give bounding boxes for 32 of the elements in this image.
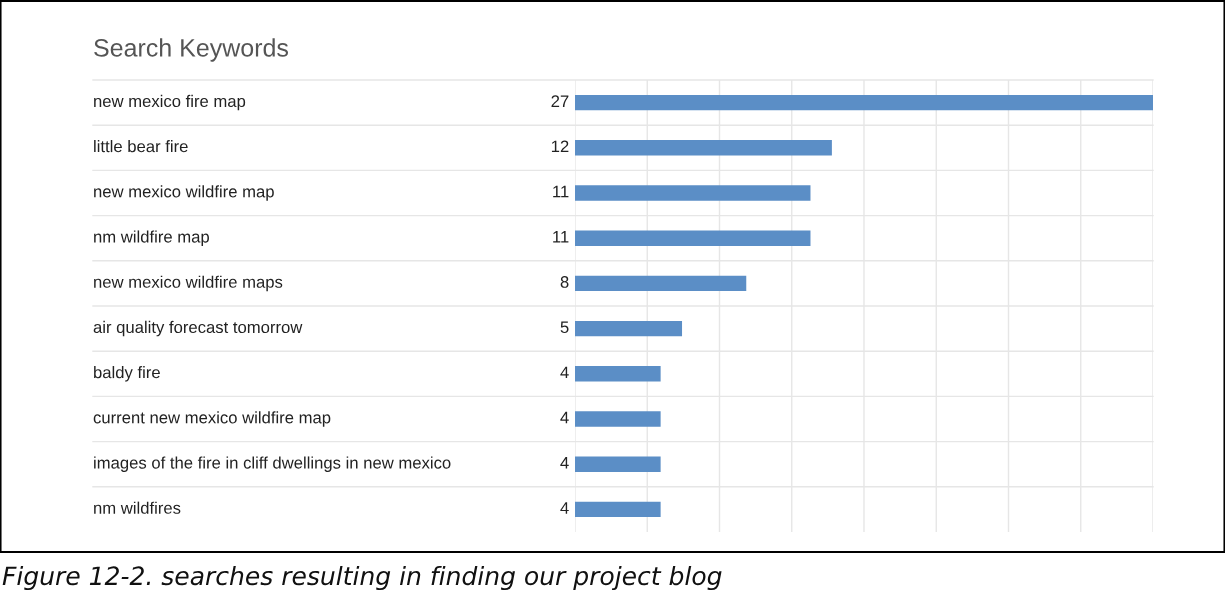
y-tick-label: new mexico wildfire maps bbox=[94, 275, 283, 292]
bar bbox=[575, 94, 1153, 111]
y-tick-label: nm wildfires bbox=[94, 501, 181, 514]
data-label: 11 bbox=[553, 231, 569, 243]
bar bbox=[575, 366, 661, 382]
text: Search Keywords bbox=[94, 38, 289, 62]
y-tick-label: new mexico fire map bbox=[94, 94, 246, 111]
caption: Figure 12-2. searches resulting in finding our project blog bbox=[2, 565, 722, 591]
data-label: 8 bbox=[560, 276, 569, 288]
bar bbox=[575, 501, 661, 518]
y-tick-label: little bear fire bbox=[94, 140, 188, 153]
y-tick-label: air quality forecast tomorrow bbox=[93, 320, 303, 337]
bar bbox=[575, 320, 683, 337]
y-tick-label: new mexico wildfire map bbox=[94, 185, 274, 201]
data-label: 5 bbox=[560, 321, 569, 334]
bar bbox=[575, 140, 832, 156]
data-label: 27 bbox=[551, 95, 569, 107]
bar bbox=[575, 456, 661, 472]
bar bbox=[575, 275, 747, 292]
y-tick-label: nm wildfire map bbox=[94, 230, 209, 246]
data-label: 11 bbox=[553, 185, 569, 198]
data-label: 4 bbox=[560, 366, 569, 379]
data-label: 12 bbox=[551, 140, 569, 153]
bar bbox=[575, 230, 811, 246]
y-tick-label: current new mexico wildfire map bbox=[93, 411, 331, 427]
data-label: 4 bbox=[560, 411, 569, 424]
bar bbox=[575, 411, 661, 427]
y-tick-label: images of the fire in cliff dwellings in new mexico bbox=[94, 456, 451, 472]
y-tick-label: baldy fire bbox=[94, 366, 160, 382]
data-label: 4 bbox=[560, 457, 569, 469]
bar bbox=[575, 185, 811, 201]
data-label: 4 bbox=[560, 502, 569, 514]
